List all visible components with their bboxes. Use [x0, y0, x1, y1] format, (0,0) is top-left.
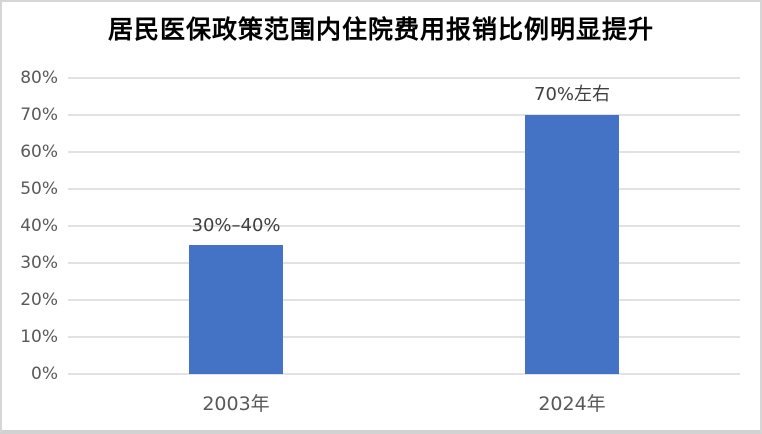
- y-tick-label: 10%: [20, 327, 58, 347]
- bar-data-label: 70%左右: [533, 84, 611, 105]
- y-tick-label: 20%: [20, 290, 58, 310]
- gridline: [68, 114, 740, 116]
- y-axis: 0% 10% 20% 30% 40% 50% 60% 70% 80%: [2, 68, 58, 384]
- plot-area: 30%–40% 2003年 70%左右 2024年: [68, 77, 740, 415]
- y-tick-label: 70%: [20, 105, 58, 125]
- y-tick-label: 40%: [20, 216, 58, 236]
- y-tick-label: 80%: [20, 68, 58, 88]
- y-tick-label: 60%: [20, 142, 58, 162]
- y-tick-label: 50%: [20, 179, 58, 199]
- bar-data-label: 30%–40%: [191, 214, 281, 236]
- gridline: [68, 262, 740, 264]
- gridline: [68, 188, 740, 190]
- bar: [525, 115, 619, 374]
- y-tick-label: 30%: [20, 253, 58, 273]
- bar: [189, 244, 283, 374]
- gridline: [68, 151, 740, 153]
- x-tick-label: 2024年: [538, 393, 606, 415]
- gridline: [68, 299, 740, 301]
- gridline: [68, 77, 740, 79]
- x-tick-label: 2003年: [202, 393, 270, 415]
- gridline: [68, 373, 740, 375]
- chart-title: 居民医保政策范围内住院费用报销比例明显提升: [107, 15, 654, 44]
- gridline: [68, 225, 740, 227]
- y-tick-label: 0%: [31, 364, 58, 384]
- gridline: [68, 336, 740, 338]
